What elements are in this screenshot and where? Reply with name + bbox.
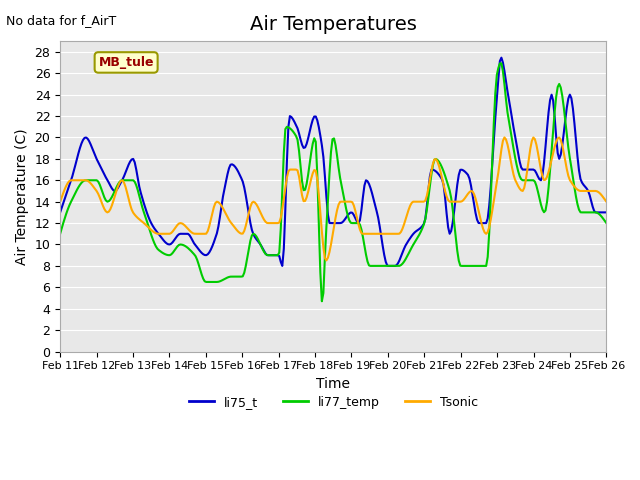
Tsonic: [56, 199, 64, 204]
Tsonic: [219, 205, 227, 211]
li77_temp: [219, 277, 227, 283]
Line: Tsonic: Tsonic: [60, 137, 606, 260]
li77_temp: [295, 148, 303, 154]
li77_temp: [602, 220, 610, 226]
Tsonic: [323, 257, 330, 263]
li77_temp: [497, 60, 505, 66]
Legend: li75_t, li77_temp, Tsonic: li75_t, li77_temp, Tsonic: [184, 391, 483, 414]
Tsonic: [602, 199, 610, 204]
li75_t: [246, 220, 254, 226]
li75_t: [295, 131, 303, 136]
Line: li77_temp: li77_temp: [60, 63, 606, 301]
li77_temp: [56, 231, 64, 237]
Text: No data for f_AirT: No data for f_AirT: [6, 14, 116, 27]
X-axis label: Time: Time: [316, 377, 350, 391]
Text: MB_tule: MB_tule: [99, 56, 154, 69]
li75_t: [497, 55, 505, 60]
Y-axis label: Air Temperature (C): Air Temperature (C): [15, 128, 29, 264]
Title: Air Temperatures: Air Temperatures: [250, 15, 417, 34]
li75_t: [56, 209, 64, 215]
li77_temp: [575, 207, 583, 213]
li77_temp: [124, 178, 131, 183]
li75_t: [124, 166, 131, 171]
Tsonic: [500, 134, 508, 140]
li75_t: [237, 175, 245, 181]
Tsonic: [124, 190, 131, 195]
Line: li75_t: li75_t: [60, 58, 606, 266]
li77_temp: [318, 299, 326, 304]
Tsonic: [237, 231, 245, 237]
li75_t: [602, 209, 610, 215]
li75_t: [575, 168, 583, 173]
li75_t: [385, 263, 392, 269]
li77_temp: [246, 238, 254, 244]
Tsonic: [246, 204, 254, 210]
Tsonic: [575, 188, 583, 193]
li75_t: [219, 193, 227, 199]
Tsonic: [295, 174, 303, 180]
li77_temp: [237, 274, 245, 279]
